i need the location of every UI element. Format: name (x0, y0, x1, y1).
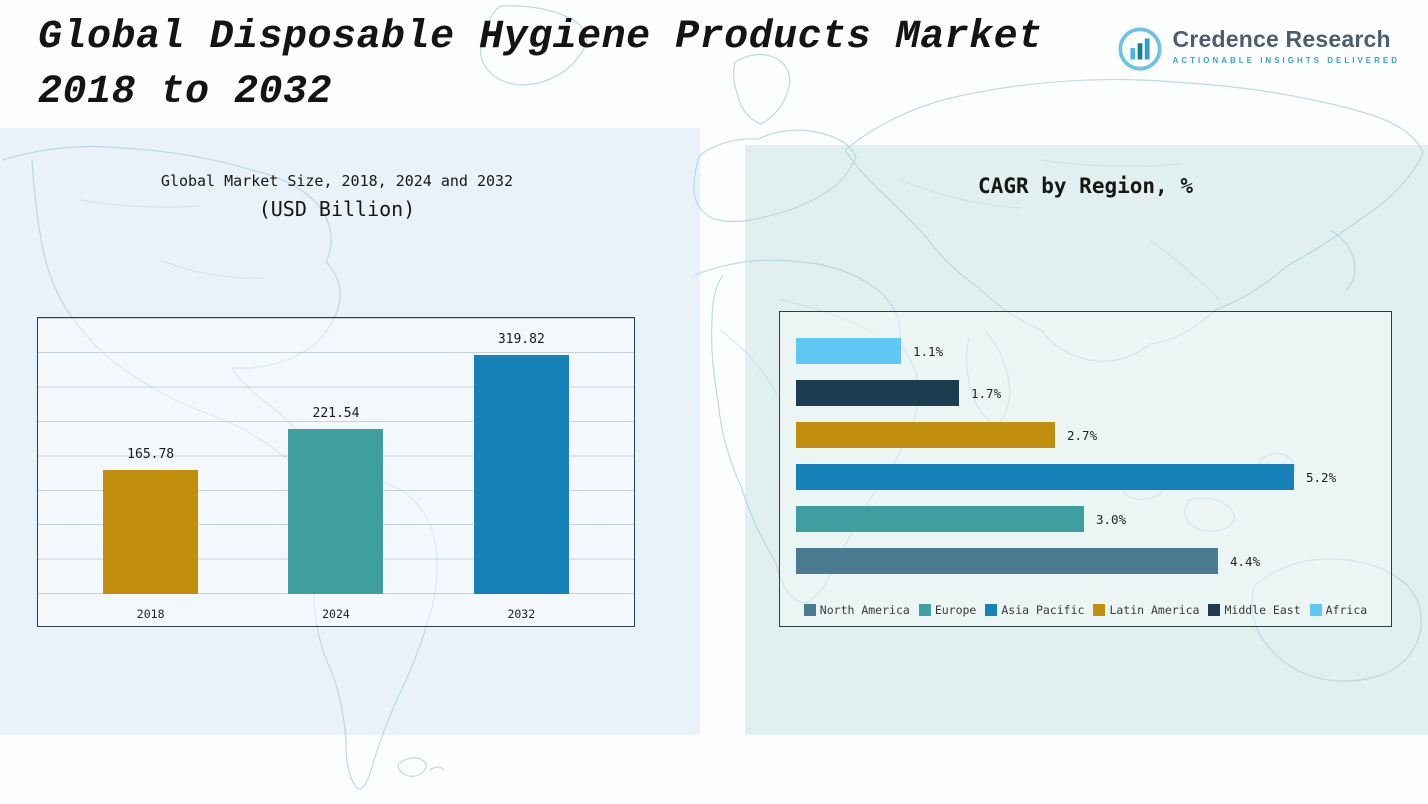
legend-label: Middle East (1224, 603, 1301, 617)
cagr-chart-title: CAGR by Region, % (978, 174, 1193, 198)
brand-tagline: Actionable Insights Delivered (1172, 56, 1400, 65)
legend-label: North America (819, 603, 910, 617)
legend-label: Latin America (1109, 603, 1200, 617)
bar-category-label: 2018 (136, 607, 165, 621)
brand-name: Credence Research (1172, 26, 1391, 52)
legend-swatch-middle-east (1208, 604, 1221, 616)
bar-chart-circle-icon (1117, 27, 1162, 71)
market-size-subtitle: (USD Billion) (258, 197, 416, 221)
legend-swatch-africa (1309, 604, 1322, 616)
legend-label: Asia Pacific (1001, 603, 1085, 617)
cagr-bar-row-north-america: 4.4% (796, 548, 1375, 574)
legend-item-middle-east: Middle East (1208, 603, 1301, 617)
brand-logo: Credence Research Actionable Insights De… (1117, 26, 1400, 72)
cagr-bar-row-europe: 3.0% (796, 506, 1375, 532)
legend-swatch-europe (918, 604, 931, 616)
bar-value-label: 221.54 (312, 406, 360, 421)
bar-2032 (473, 355, 569, 594)
legend-swatch-asia-pacific (985, 604, 998, 616)
bar-category-label: 2032 (507, 607, 536, 621)
bar-2024 (288, 429, 384, 594)
cagr-bar-middle-east (796, 380, 959, 406)
legend-item-asia-pacific: Asia Pacific (985, 603, 1084, 617)
cagr-bar-europe (796, 506, 1084, 532)
bar-group-2032: 319.82 2032 (473, 318, 569, 621)
cagr-bar-asia-pacific (796, 464, 1294, 490)
cagr-value-label: 1.1% (913, 343, 944, 359)
cagr-bar-latin-america (796, 422, 1055, 448)
cagr-value-label: 2.7% (1067, 427, 1098, 443)
market-size-chart: 165.78 2018 221.54 2024 319.82 2032 (37, 317, 635, 627)
legend-item-africa: Africa (1309, 603, 1368, 617)
bar-2018 (103, 470, 199, 594)
cagr-plot-area: 1.1% 1.7% 2.7% 5.2% 3.0% 4.4% (796, 338, 1375, 590)
brand-text-block: Credence Research Actionable Insights De… (1173, 26, 1400, 65)
legend-item-latin-america: Latin America (1093, 603, 1199, 617)
legend-label: Europe (934, 603, 977, 617)
cagr-bar-north-america (796, 548, 1218, 574)
legend-swatch-north-america (803, 604, 816, 616)
cagr-bar-africa (796, 338, 901, 364)
legend-item-europe: Europe (918, 603, 977, 617)
bar-value-label: 319.82 (497, 332, 545, 347)
legend-label: Africa (1325, 603, 1368, 617)
cagr-bar-row-latin-america: 2.7% (796, 422, 1375, 448)
cagr-value-label: 5.2% (1306, 469, 1337, 485)
bar-category-label: 2024 (322, 607, 350, 621)
legend-item-north-america: North America (803, 603, 910, 617)
cagr-bar-row-asia-pacific: 5.2% (796, 464, 1375, 490)
cagr-value-label: 3.0% (1096, 511, 1127, 527)
legend-swatch-latin-america (1093, 604, 1106, 616)
page-title-line2: 2018 to 2032 (38, 70, 333, 116)
cagr-value-label: 4.4% (1230, 553, 1261, 569)
bar-group-2018: 165.78 2018 (103, 318, 199, 621)
bar-group-2024: 221.54 2024 (288, 318, 384, 621)
market-size-chart-title: Global Market Size, 2018, 2024 and 2032 … (37, 172, 637, 221)
page-title-line1: Global Disposable Hygiene Products Marke… (38, 15, 1043, 60)
market-size-plot-area: 165.78 2018 221.54 2024 319.82 2032 (38, 318, 634, 621)
cagr-value-label: 1.7% (971, 385, 1002, 401)
cagr-chart: 1.1% 1.7% 2.7% 5.2% 3.0% 4.4% North America Eu… (779, 311, 1392, 627)
page-title: Global Disposable Hygiene Products Marke… (38, 10, 1043, 120)
market-size-title-text: Global Market Size, 2018, 2024 and 2032 (160, 172, 514, 190)
cagr-bar-row-middle-east: 1.7% (796, 380, 1375, 406)
cagr-legend: North America Europe Asia Pacific Latin Ame… (780, 603, 1391, 617)
cagr-bar-row-africa: 1.1% (796, 338, 1375, 364)
bar-value-label: 165.78 (127, 447, 175, 462)
